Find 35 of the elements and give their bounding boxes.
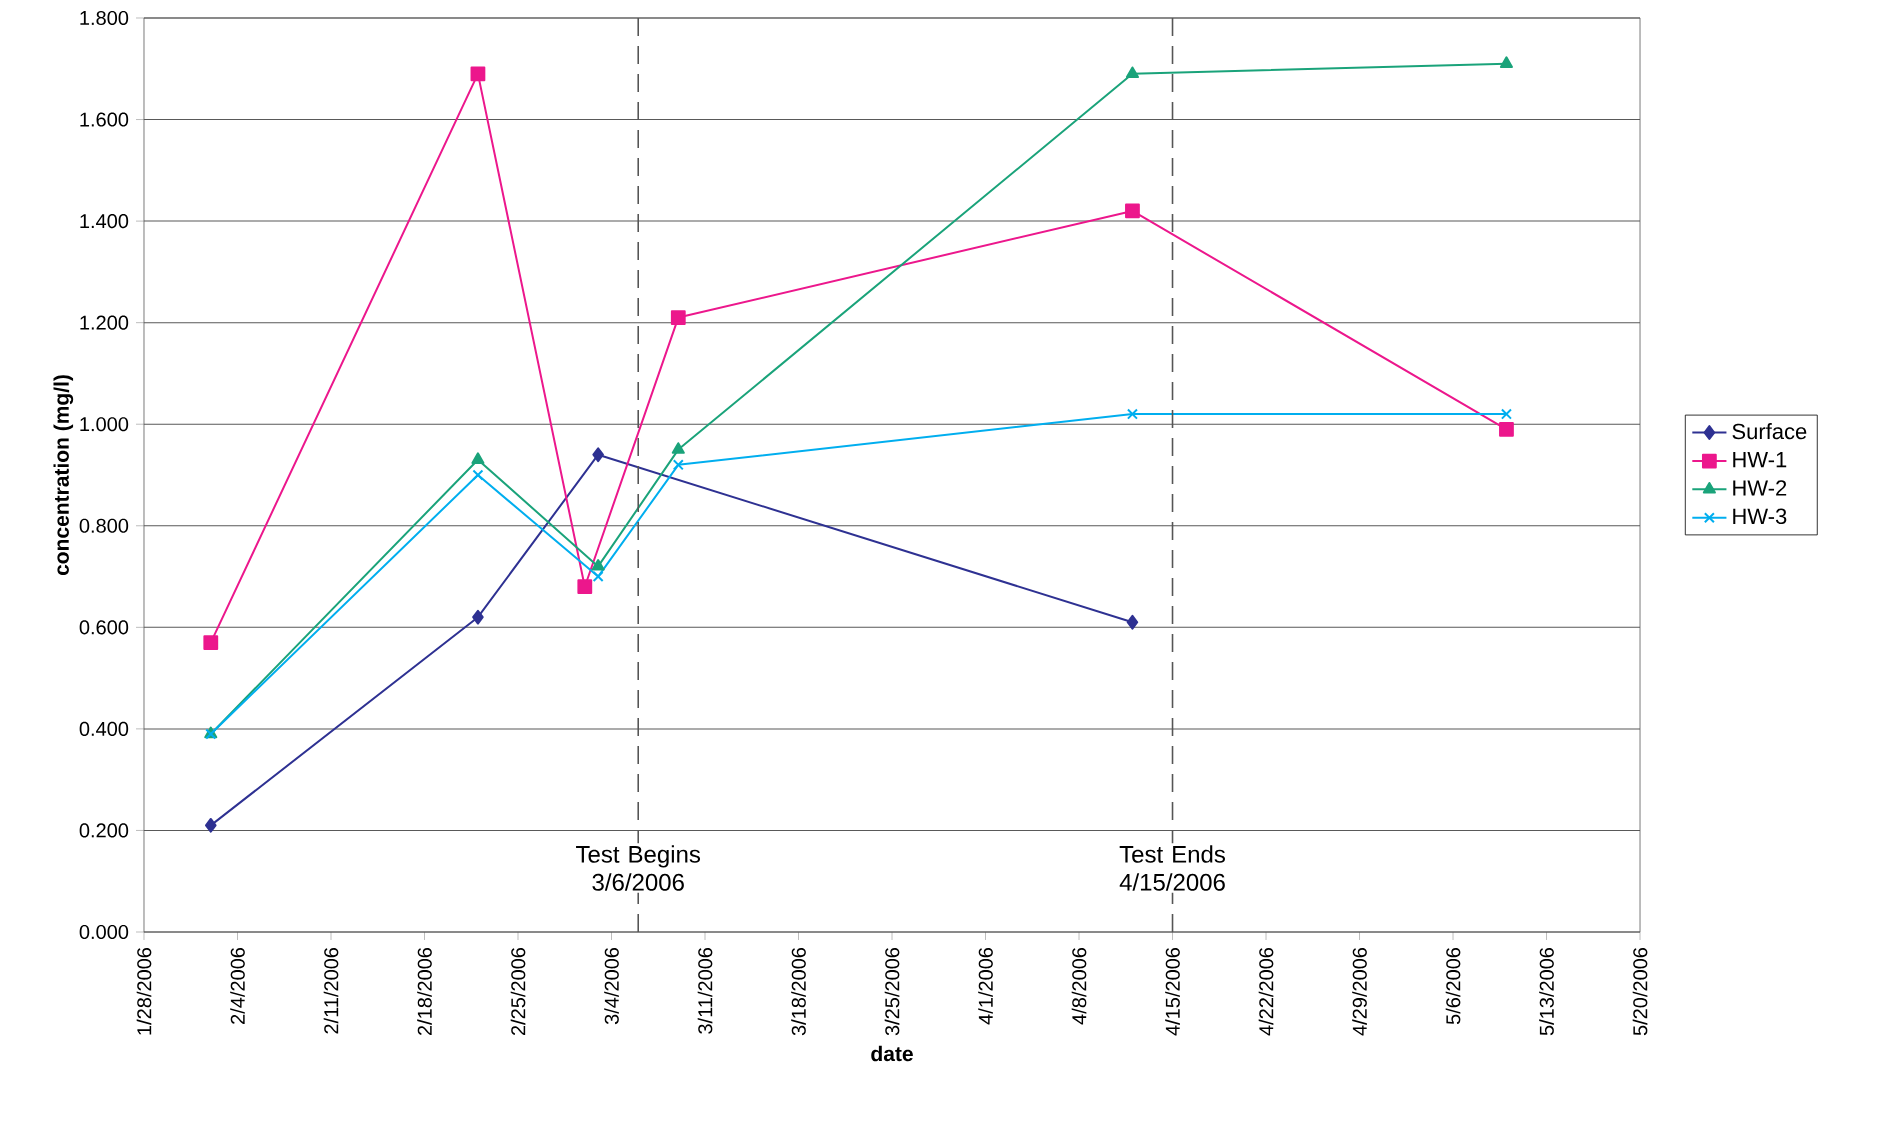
y-tick-label: 0.600: [79, 620, 129, 635]
y-tick-label: 1.400: [80, 214, 129, 229]
x-tick-label: 4/22/2006: [1258, 947, 1274, 1036]
x-tick-label: 2/25/2006: [510, 947, 526, 1036]
x-tick-label: 4/15/2006: [1165, 947, 1180, 1036]
x-tick-label: 5/20/2006: [1632, 947, 1648, 1036]
y-tick-label: 0.000: [79, 924, 129, 940]
x-axis-title: date: [871, 1045, 913, 1062]
x-tick-label: 4/1/2006: [978, 947, 993, 1025]
y-tick-label: 0.800: [79, 518, 129, 533]
x-tick-label: 2/18/2006: [417, 947, 432, 1036]
x-tick-label: 3/25/2006: [884, 947, 900, 1036]
x-tick-label: 3/11/2006: [697, 947, 713, 1034]
y-axis-title: concentration (mg/l): [53, 375, 74, 576]
y-tick-label: 0.200: [79, 823, 129, 838]
x-tick-label: 2/11/2006: [323, 947, 339, 1034]
y-tick-label: 0.400: [79, 721, 129, 736]
x-tick-label: 5/6/2006: [1445, 947, 1461, 1025]
legend-label: HW-1: [1733, 452, 1787, 468]
x-tick-label: 4/29/2006: [1352, 947, 1367, 1036]
ref-line-label: Test Begins 3/6/2006: [576, 845, 701, 891]
y-tick-label: 1.000: [80, 417, 129, 432]
y-tick-label: 1.600: [80, 112, 129, 127]
y-tick-label: 1.800: [80, 10, 129, 26]
x-tick-label: 5/13/2006: [1539, 947, 1554, 1036]
x-tick-label: 1/28/2006: [136, 947, 152, 1035]
legend-label: HW-3: [1733, 508, 1787, 525]
x-tick-label: 3/18/2006: [791, 947, 806, 1036]
ref-line-label: Test Ends 4/15/2006: [1119, 845, 1225, 891]
legend-label: HW-2: [1733, 480, 1787, 496]
legend-label: Surface: [1732, 423, 1807, 440]
x-tick-label: 4/8/2006: [1071, 947, 1087, 1025]
x-tick-label: 3/4/2006: [604, 947, 619, 1025]
y-tick-label: 1.200: [80, 315, 129, 330]
x-tick-label: 2/4/2006: [230, 947, 245, 1024]
